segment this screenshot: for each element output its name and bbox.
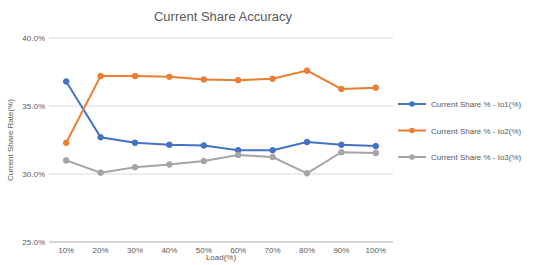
point <box>373 85 379 91</box>
series-line <box>66 71 376 143</box>
point <box>132 164 138 170</box>
grid-line <box>49 242 393 243</box>
point <box>339 149 345 155</box>
point <box>304 171 310 177</box>
x-tick-label: 100% <box>366 246 386 255</box>
point <box>201 143 207 149</box>
plot-area <box>63 68 378 176</box>
y-tick-label: 35.0% <box>22 102 45 111</box>
point <box>201 158 207 164</box>
x-tick-label: 30% <box>127 246 143 255</box>
y-tick-label: 40.0% <box>22 34 45 43</box>
point <box>270 76 276 82</box>
legend-label: Current Share % - Io1(%) <box>431 100 522 109</box>
y-tick-label: 30.0% <box>22 170 45 179</box>
legend-marker <box>409 154 415 160</box>
series-line <box>66 152 376 173</box>
x-tick-label: 10% <box>58 246 74 255</box>
point <box>167 142 173 148</box>
point <box>235 152 241 158</box>
chart: Current Share Accuracy 25.0% 30.0% 35.0% 40.… <box>0 0 540 265</box>
point <box>270 154 276 160</box>
point <box>63 158 69 164</box>
point <box>270 147 276 153</box>
x-axis <box>49 242 393 243</box>
point <box>373 143 379 149</box>
point <box>201 77 207 83</box>
point <box>167 74 173 80</box>
point <box>98 134 104 140</box>
point <box>132 140 138 146</box>
legend-label: Current Share % - Io2(%) <box>431 127 522 136</box>
point <box>132 73 138 79</box>
grid-line <box>49 38 393 39</box>
background <box>0 0 540 265</box>
legend-label: Current Share % - Io3(%) <box>431 153 522 162</box>
point <box>339 142 345 148</box>
point <box>235 77 241 83</box>
point <box>167 162 173 168</box>
series-line <box>66 82 376 151</box>
title: Current Share Accuracy <box>154 9 293 24</box>
y-tick-label: 25.0% <box>22 238 45 247</box>
point <box>63 140 69 146</box>
x-tick-label: 40% <box>161 246 177 255</box>
y-axis-label: Current Share Rate(%) <box>6 99 15 181</box>
legend-marker <box>409 128 415 134</box>
point <box>98 170 104 176</box>
point <box>304 139 310 145</box>
x-tick-label: 90% <box>333 246 349 255</box>
x-tick-label: 70% <box>265 246 281 255</box>
point <box>373 150 379 156</box>
legend-marker <box>409 101 415 107</box>
point <box>339 86 345 92</box>
grid-line <box>49 106 393 107</box>
point <box>304 68 310 74</box>
x-tick-label: 20% <box>93 246 109 255</box>
point <box>98 73 104 79</box>
point <box>63 79 69 85</box>
x-axis-label: Load(%) <box>206 253 237 262</box>
x-tick-label: 80% <box>299 246 315 255</box>
